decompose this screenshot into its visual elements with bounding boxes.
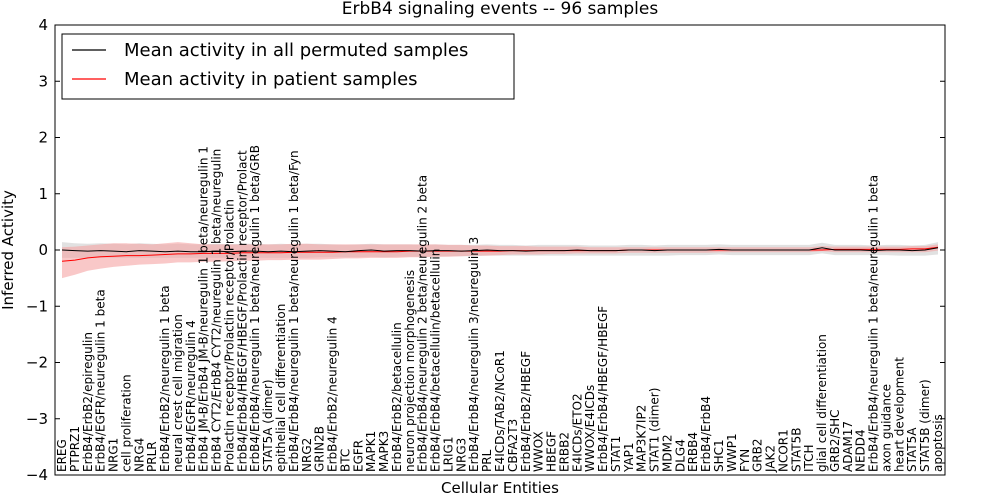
x-tick-label: STAT1 <box>609 436 623 472</box>
x-tick-label: EREG <box>55 439 69 472</box>
x-tick-label: DLG4 <box>673 439 687 472</box>
x-tick-label: NRG2 <box>300 438 314 472</box>
x-tick-label: WWOX <box>532 431 546 472</box>
y-tick-label: −1 <box>26 297 48 315</box>
series-lines <box>61 246 939 262</box>
x-tick-label: MAPK3 <box>377 431 391 472</box>
x-tick-label: ErbB4/ErbB4/HBEGF/HBEGF/Prolactin recept… <box>235 150 249 472</box>
x-tick-label: GRIN2B <box>313 426 327 472</box>
x-tick-label: cell proliferation <box>119 374 133 472</box>
x-tick-label: NRG4 <box>132 438 146 472</box>
x-tick-label: STAT5B (dimer) <box>918 379 932 472</box>
x-tick-label: LRIG1 <box>442 437 456 473</box>
x-tick-label: ADAM17 <box>841 421 855 472</box>
x-tick-label: WWOX/E4ICDs <box>583 385 597 472</box>
y-axis: −4 −3 −2 −1 0 1 2 3 4 <box>26 16 945 484</box>
y-tick-label: 1 <box>38 185 48 203</box>
x-tick-label: ErbB4/ErbB4/betacellulin/betacellulin <box>429 249 443 472</box>
x-tick-label: neural crest cell migration <box>171 314 185 472</box>
x-axis-label: Cellular Entities <box>441 479 559 497</box>
legend-label-patient: Mean activity in patient samples <box>124 69 418 90</box>
x-tick-label: PRLR <box>145 441 159 472</box>
x-tick-label: STAT5B <box>789 428 803 473</box>
x-tick-label: STAT5A <box>905 427 919 472</box>
x-tick-label: ErbB4/ErbB4/HBEGF/HBEGF <box>596 306 610 472</box>
x-tick-label: ErbB4/ErbB2/neuregulin 1 beta <box>158 285 172 472</box>
x-tick-label: PRL <box>480 449 494 472</box>
x-tick-label: ErbB4/ErbB2/betacellulin <box>390 322 404 472</box>
x-tick-label: E4ICDs/ETO2 <box>570 393 584 472</box>
x-tick-label: neuron projection morphogenesis <box>403 270 417 472</box>
x-tick-label: ErbB4/ErbB2/HBEGF <box>519 351 533 472</box>
x-tick-label: ErbB4 JM-B/ErbB4 JM-B/neuregulin 1 beta/… <box>197 146 211 472</box>
legend: Mean activity in all permuted samples Me… <box>61 33 515 100</box>
x-tick-label: ERBB2 <box>557 432 571 472</box>
x-tick-label: WWP1 <box>725 433 739 472</box>
series-line-permuted <box>61 247 939 253</box>
y-tick-label: 3 <box>38 72 48 90</box>
x-tick-label: NCOR1 <box>776 429 790 472</box>
x-tick-label: ITCH <box>802 444 816 472</box>
x-tick-label: MAP3K7IP2 <box>635 405 649 472</box>
x-tick-label: PTPRZ1 <box>68 426 82 472</box>
x-tick-label: HBEGF <box>545 431 559 472</box>
x-tick-label: ErbB4/ErbB4/neuregulin 1 beta/neuregulin… <box>867 175 881 472</box>
x-tick-label: ErbB4/ErbB4/neuregulin 1 beta/neuregulin… <box>287 150 301 472</box>
x-tick-label: Prolactin receptor/Prolactin receptor/Pr… <box>223 199 237 472</box>
x-tick-label: ErbB4/ErbB4 <box>699 396 713 472</box>
x-tick-label: NEDD4 <box>854 429 868 472</box>
x-tick-label: NRG1 <box>107 438 121 472</box>
x-tick-label: SHC1 <box>712 439 726 472</box>
x-tick-label: ErbB4/ErbB4/neuregulin 3/neuregulin 3 <box>467 237 481 472</box>
y-tick-label: 4 <box>38 16 48 34</box>
y-tick-label: −3 <box>26 410 48 428</box>
x-tick-label: STAT5A (dimer) <box>261 379 275 472</box>
x-tick-label: ErbB4/ErbB2/neuregulin 4 <box>326 316 340 472</box>
x-tick-label: ErbB4/ErbB2/epiregulin <box>81 332 95 472</box>
y-tick-label: 2 <box>38 129 48 147</box>
legend-label-permuted: Mean activity in all permuted samples <box>124 40 468 61</box>
x-axis-tick-labels: EREGPTPRZ1ErbB4/ErbB2/epiregulinErbB4/EG… <box>55 145 945 473</box>
x-tick-label: axon guidance <box>880 384 894 472</box>
x-tick-label: ErbB4/EGFR/neuregulin 4 <box>184 320 198 472</box>
x-tick-label: NRG3 <box>454 438 468 472</box>
x-tick-label: GRB2/SHC <box>828 409 842 472</box>
x-tick-label: ErbB4/ErbB4/neuregulin 2 beta/neuregulin… <box>416 175 430 472</box>
x-tick-label: heart development <box>892 357 906 472</box>
x-tick-label: YAP1 <box>622 443 636 473</box>
x-tick-label: STAT1 (dimer) <box>648 388 662 472</box>
x-tick-label: apoptosis <box>931 414 945 472</box>
x-tick-label: glial cell differentiation <box>815 334 829 472</box>
x-tick-label: FYN <box>738 449 752 472</box>
legend-box <box>61 33 515 100</box>
y-tick-label: −4 <box>26 466 48 484</box>
x-tick-label: ERBB4 <box>686 432 700 472</box>
x-tick-label: EGFR <box>351 440 365 472</box>
x-tick-label: GRB2 <box>751 438 765 472</box>
y-tick-label: −2 <box>26 354 48 372</box>
y-tick-label: 0 <box>38 241 48 259</box>
x-tick-label: ErbB4/ErbB4/neuregulin 1 beta/neuregulin… <box>248 145 262 472</box>
x-tick-label: MDM2 <box>661 434 675 472</box>
x-tick-label: CBFA2T3 <box>506 419 520 472</box>
y-axis-label: Inferred Activity <box>0 190 17 310</box>
x-tick-label: BTC <box>338 449 352 472</box>
chart-title: ErbB4 signaling events -- 96 samples <box>342 0 659 19</box>
x-tick-label: ErbB4/EGFR/neuregulin 1 beta <box>94 289 108 472</box>
x-tick-label: epithelial cell differentiation <box>274 304 288 472</box>
x-tick-label: JAK2 <box>764 445 778 473</box>
x-tick-label: ErbB4 CYT2/ErbB4 CYT2/neuregulin 1 beta/… <box>210 149 224 472</box>
x-tick-label: E4ICDs/TAB2/NCoR1 <box>493 350 507 472</box>
plot-frame <box>54 24 946 476</box>
x-tick-label: MAPK1 <box>364 431 378 472</box>
